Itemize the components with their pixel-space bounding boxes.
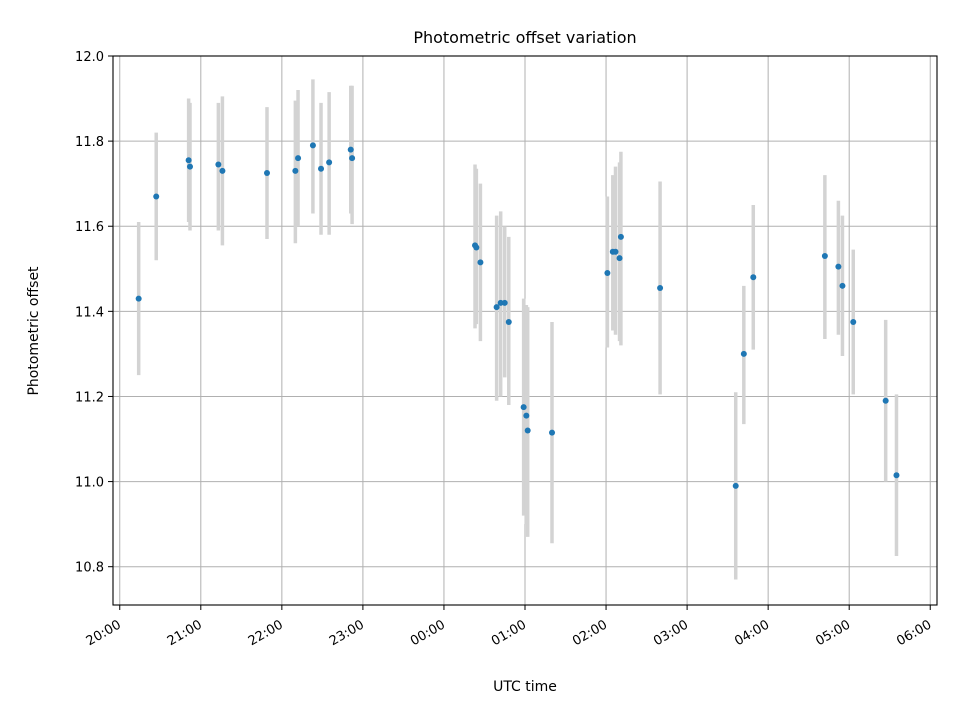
x-tick-label: 01:00 [489,617,529,649]
data-point [318,165,325,172]
data-point [850,318,857,325]
data-point [477,259,484,266]
data-point [473,244,480,251]
y-tick-label: 11.8 [75,135,104,150]
x-tick-label: 02:00 [570,617,610,649]
y-tick-label: 10.8 [75,561,104,576]
data-point [135,295,142,302]
data-point [732,482,739,489]
data-point [657,284,664,291]
x-tick-label: 06:00 [894,617,934,649]
x-tick-label: 00:00 [408,617,448,649]
data-point [612,248,619,255]
y-tick-layer: 10.8 11.0 11.2 11.4 11.6 11.8 12.0 [75,50,113,576]
x-tick-label: 22:00 [246,617,286,649]
x-tick-label: 23:00 [327,617,367,649]
data-point [549,429,556,436]
data-point [292,167,299,174]
data-point [523,412,530,419]
data-point [821,253,828,260]
data-point [617,233,624,240]
data-point [524,427,531,434]
data-point [185,157,192,164]
data-point [520,404,527,411]
data-point [153,193,160,200]
data-point [835,263,842,270]
x-axis-label: UTC time [493,679,557,695]
y-tick-label: 11.6 [75,220,104,235]
x-tick-label: 03:00 [651,617,691,649]
x-tick-label: 20:00 [84,617,124,649]
errorbar-layer [136,79,899,580]
y-tick-label: 11.0 [75,476,104,491]
point-layer [135,142,900,489]
y-tick-label: 11.2 [75,390,104,405]
y-tick-label: 11.4 [75,305,104,320]
data-point [616,255,623,262]
data-point [750,274,757,281]
data-point [893,472,900,479]
x-tick-layer: 20:00 21:00 22:00 23:00 00:00 01:00 02:00 03:00… [84,605,934,649]
data-point [740,350,747,357]
data-point [186,163,193,170]
data-point [505,318,512,325]
data-point [219,167,226,174]
y-axis-label: Photometric offset [26,266,42,396]
data-point [493,304,500,311]
data-point [349,155,356,162]
data-point [215,161,222,168]
data-point [309,142,316,149]
data-point [501,299,508,306]
data-point [839,282,846,289]
data-point [604,270,611,277]
data-point [347,146,354,153]
y-tick-label: 12.0 [75,50,104,65]
chart-title: Photometric offset variation [413,28,636,47]
data-point [295,155,302,162]
x-tick-label: 04:00 [732,617,772,649]
x-tick-label: 05:00 [813,617,853,649]
x-tick-label: 21:00 [165,617,205,649]
data-point [263,170,270,177]
data-point [326,159,333,166]
data-point [882,397,889,404]
